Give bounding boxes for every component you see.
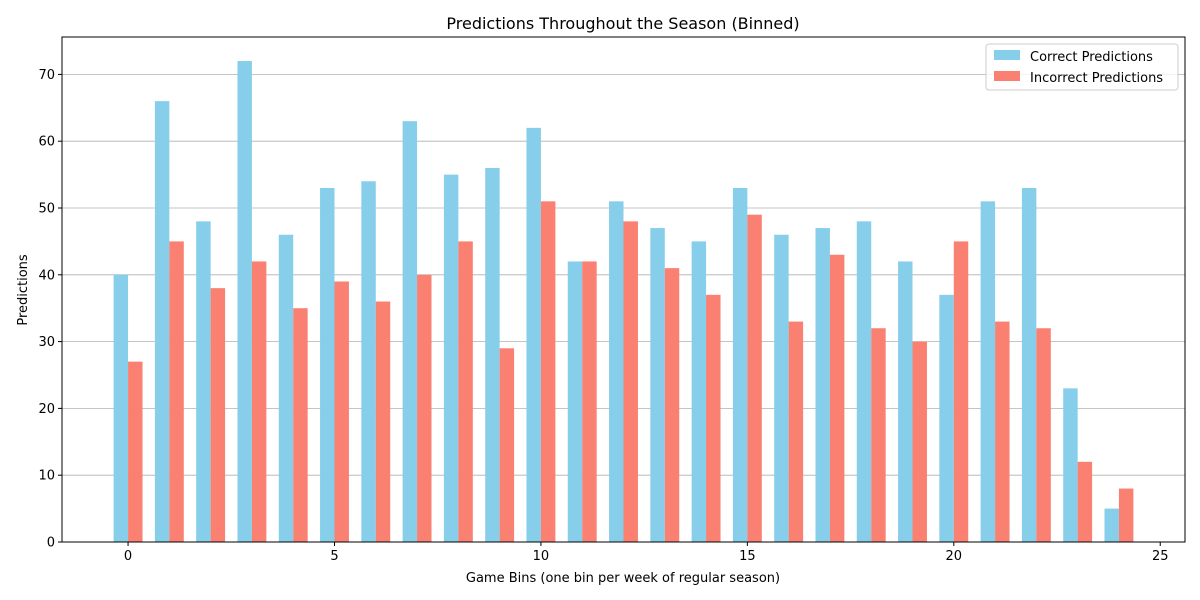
bar-correct-6 xyxy=(361,181,376,543)
bar-incorrect-14 xyxy=(706,294,721,542)
x-tick-label: 0 xyxy=(124,549,132,564)
chart-title: Predictions Throughout the Season (Binne… xyxy=(446,14,799,33)
bar-incorrect-9 xyxy=(499,348,515,542)
bar-correct-15 xyxy=(732,187,748,542)
y-tick-label: 50 xyxy=(38,202,55,217)
bar-correct-18 xyxy=(856,221,872,542)
bar-correct-2 xyxy=(196,221,211,542)
bar-incorrect-11 xyxy=(582,261,597,542)
bar-incorrect-13 xyxy=(664,268,680,542)
bar-incorrect-2 xyxy=(210,288,226,542)
legend-swatch-correct xyxy=(994,50,1020,60)
y-tick-label: 30 xyxy=(38,335,55,350)
bar-correct-8 xyxy=(443,174,459,542)
bars-layer xyxy=(113,61,1134,543)
y-axis-label: Predictions xyxy=(16,254,31,326)
bar-incorrect-0 xyxy=(128,361,143,542)
bar-incorrect-18 xyxy=(871,328,886,542)
y-tick-label: 40 xyxy=(38,268,55,283)
y-tick-label: 70 xyxy=(38,68,55,83)
y-tick-label: 20 xyxy=(38,402,55,417)
bar-incorrect-17 xyxy=(829,254,845,542)
bar-incorrect-1 xyxy=(169,241,184,542)
bar-correct-21 xyxy=(980,201,996,543)
bar-correct-10 xyxy=(526,127,541,542)
bar-incorrect-6 xyxy=(375,301,391,542)
bar-correct-0 xyxy=(113,274,129,542)
legend-frame xyxy=(985,43,1179,91)
bar-incorrect-7 xyxy=(417,274,432,542)
bar-correct-5 xyxy=(320,187,335,542)
bar-incorrect-22 xyxy=(1036,328,1051,542)
bar-incorrect-3 xyxy=(251,261,267,542)
y-tick-label: 60 xyxy=(38,135,55,150)
bar-incorrect-15 xyxy=(747,214,762,542)
bar-incorrect-12 xyxy=(623,221,638,542)
bar-incorrect-20 xyxy=(953,241,969,542)
legend-label-incorrect: Incorrect Predictions xyxy=(1030,71,1163,86)
bar-correct-4 xyxy=(278,234,294,543)
x-tick-label: 10 xyxy=(533,549,550,564)
y-tick-label: 0 xyxy=(47,536,55,551)
x-axis-label: Game Bins (one bin per week of regular s… xyxy=(466,571,780,586)
bar-correct-9 xyxy=(485,167,500,543)
bar-incorrect-21 xyxy=(995,321,1010,542)
bar-incorrect-4 xyxy=(293,308,308,542)
bar-incorrect-10 xyxy=(540,201,556,543)
x-tick-label: 20 xyxy=(946,549,963,564)
bar-correct-14 xyxy=(691,241,707,542)
bar-correct-1 xyxy=(154,101,170,542)
bar-incorrect-8 xyxy=(458,241,473,542)
bar-correct-7 xyxy=(402,121,418,543)
bar-correct-11 xyxy=(567,261,583,542)
bar-correct-13 xyxy=(650,228,665,542)
bar-incorrect-16 xyxy=(788,321,804,542)
bar-correct-16 xyxy=(774,234,789,543)
bar-correct-23 xyxy=(1063,388,1078,542)
x-tick-label: 25 xyxy=(1152,549,1169,564)
bar-correct-24 xyxy=(1104,508,1119,542)
x-tick-label: 15 xyxy=(739,549,756,564)
x-tick-label: 5 xyxy=(330,549,338,564)
bar-correct-19 xyxy=(898,261,913,542)
bar-correct-20 xyxy=(939,294,954,542)
bar-incorrect-24 xyxy=(1118,488,1134,542)
bar-correct-17 xyxy=(815,228,830,542)
legend-swatch-incorrect xyxy=(994,71,1020,81)
bar-correct-22 xyxy=(1021,187,1037,542)
bar-correct-3 xyxy=(237,61,252,543)
bar-incorrect-5 xyxy=(334,281,349,542)
plot-frame xyxy=(61,36,1186,543)
bar-correct-12 xyxy=(609,201,624,543)
legend-label-correct: Correct Predictions xyxy=(1030,50,1153,65)
axes-layer: 0 5 10 15 20 25 0 10 20 30 40 50 60 70 xyxy=(38,36,1186,564)
y-tick-label: 10 xyxy=(38,469,55,484)
legend: Correct Predictions Incorrect Prediction… xyxy=(985,43,1179,91)
bar-incorrect-23 xyxy=(1077,461,1093,542)
bar-incorrect-19 xyxy=(912,341,927,542)
